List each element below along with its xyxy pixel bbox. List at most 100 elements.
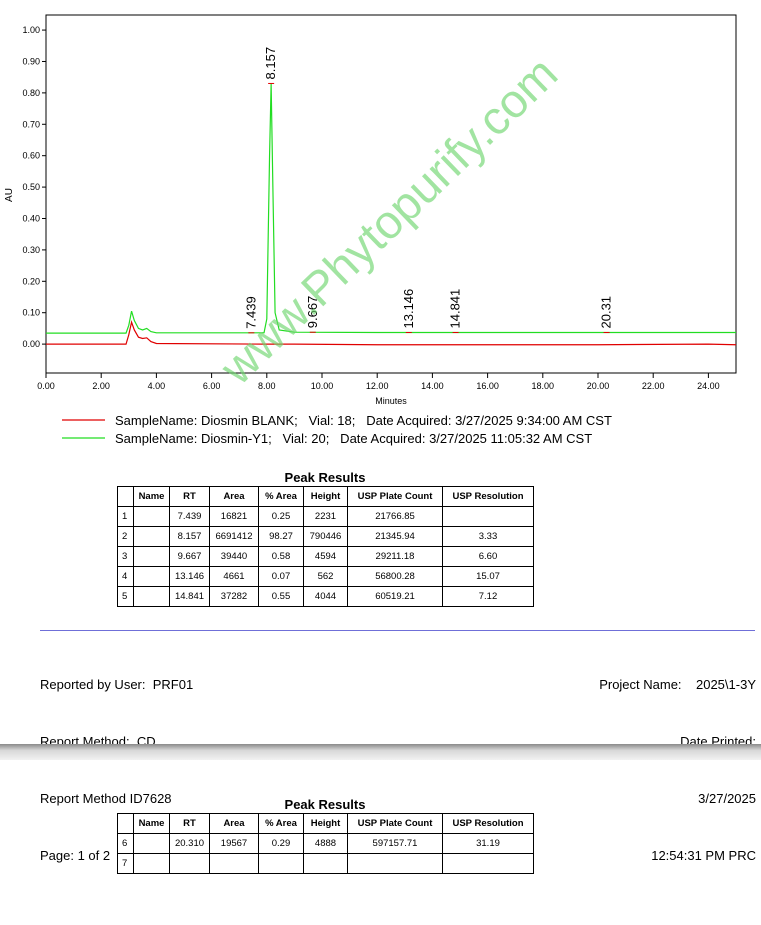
table-cell: 7	[117, 853, 134, 874]
table-cell	[442, 506, 534, 527]
table-row: 2 8.157 6691412 98.27 790446 21345.94 3.33	[117, 526, 534, 547]
x-tick-label: 16.00	[476, 381, 499, 391]
peak-table: Name RT Area% Area Height USP Plate Count USP…	[117, 486, 534, 607]
table-cell: 562	[303, 566, 348, 587]
table-cell: 3	[117, 546, 134, 567]
table-cell: 29211.18	[347, 546, 443, 567]
table-cell: 20.310	[169, 833, 210, 854]
x-tick-label: 18.00	[532, 381, 555, 391]
peak-table: Name RT Area% Area Height USP Plate Count USP…	[117, 813, 534, 874]
table-cell: 14.841	[169, 586, 210, 607]
y-tick-label: 0.10	[22, 308, 40, 318]
table-cell: 5	[117, 586, 134, 607]
footer-right: Project Name: 2025\1-3Y Date Printed: 3/…	[599, 637, 756, 884]
x-tick-label: 8.00	[258, 381, 276, 391]
footer-left: Reported by User: PRF01 Report Method: C…	[40, 637, 193, 884]
table-title: Peak Results	[284, 797, 366, 812]
table-cell: 597157.71	[347, 833, 443, 854]
x-tick-label: 22.00	[642, 381, 665, 391]
table-cell: 0.07	[258, 566, 304, 587]
series-line	[46, 83, 736, 334]
table-cell: 790446	[303, 526, 348, 547]
x-tick-label: 20.00	[587, 381, 610, 391]
table-cell: 2	[117, 526, 134, 547]
x-axis-label: Minutes	[375, 396, 407, 406]
footer-line: 12:54:31 PM PRC	[651, 848, 756, 863]
table-cell: 0.58	[258, 546, 304, 567]
column-header	[117, 813, 134, 834]
y-tick-label: 0.60	[22, 151, 40, 161]
column-header: Height	[303, 486, 348, 507]
table-cell: 0.25	[258, 506, 304, 527]
column-header: USP Plate Count	[347, 486, 443, 507]
y-tick-label: 0.40	[22, 213, 40, 223]
table-cell	[133, 506, 170, 527]
x-tick-label: 14.00	[421, 381, 444, 391]
table-cell: 39440	[209, 546, 259, 567]
table-cell: 9.667	[169, 546, 210, 567]
x-tick-label: 24.00	[697, 381, 720, 391]
table-cell: 4044	[303, 586, 348, 607]
column-header: RT	[169, 486, 210, 507]
y-tick-label: 0.20	[22, 276, 40, 286]
table-cell: 6.60	[442, 546, 534, 567]
y-tick-label: 0.30	[22, 245, 40, 255]
footer-line: 3/27/2025	[698, 791, 756, 806]
table-title: Peak Results	[284, 470, 366, 485]
x-tick-label: 0.00	[37, 381, 55, 391]
table-cell	[347, 853, 443, 874]
table-cell	[133, 546, 170, 567]
peak-label: 9.667	[305, 296, 320, 329]
table-row: 4 13.146 4661 0.07 562 56800.28 15.07	[117, 566, 534, 587]
table-cell: 37282	[209, 586, 259, 607]
table-cell: 16821	[209, 506, 259, 527]
table-cell	[133, 526, 170, 547]
table-cell: 19567	[209, 833, 259, 854]
table-cell: 31.19	[442, 833, 534, 854]
table-cell: 13.146	[169, 566, 210, 587]
table-cell: 4	[117, 566, 134, 587]
x-tick-label: 6.00	[203, 381, 221, 391]
column-header: USP Resolution	[442, 486, 534, 507]
table-cell: 4661	[209, 566, 259, 587]
table-cell	[133, 853, 170, 874]
footer-line: Reported by User: PRF01	[40, 677, 194, 692]
table-row: 1 7.439 16821 0.25 2231 21766.85	[117, 506, 534, 527]
x-tick-label: 10.00	[311, 381, 334, 391]
table-cell: 15.07	[442, 566, 534, 587]
peak-label: 7.439	[243, 296, 258, 329]
column-header: USP Plate Count	[347, 813, 443, 834]
y-tick-label: 0.50	[22, 182, 40, 192]
peak-label: 20.31	[599, 296, 614, 329]
x-tick-label: 4.00	[148, 381, 166, 391]
table-cell	[209, 853, 259, 874]
y-tick-label: 0.90	[22, 56, 40, 66]
column-header: Name	[133, 486, 170, 507]
chart: AU Minutes 0.00 0.10 0.20 0.30 0.40 0.50 0.60 0…	[4, 14, 737, 446]
table-cell	[303, 853, 348, 874]
column-header	[117, 486, 134, 507]
page-break	[0, 744, 761, 760]
header-row: Name RT Area% Area Height USP Plate Count USP…	[117, 486, 534, 507]
divider	[40, 630, 755, 631]
column-header: Name	[133, 813, 170, 834]
table-row: 7	[117, 853, 534, 874]
table-cell	[133, 586, 170, 607]
table-cell: 1	[117, 506, 134, 527]
footer-line: Report Method ID7628	[40, 791, 172, 806]
table-cell: 0.29	[258, 833, 304, 854]
table-cell	[169, 853, 210, 874]
column-header: % Area	[258, 486, 304, 507]
table-cell: 60519.21	[347, 586, 443, 607]
x-tick-label: 2.00	[92, 381, 110, 391]
x-tick-label: 12.00	[366, 381, 389, 391]
table-row: 3 9.667 39440 0.58 4594 29211.18 6.60	[117, 546, 534, 567]
table-cell: 3.33	[442, 526, 534, 547]
table-cell: 0.55	[258, 586, 304, 607]
column-header: Area	[209, 813, 259, 834]
table-cell	[258, 853, 304, 874]
table-cell: 98.27	[258, 526, 304, 547]
legend-label: SampleName: Diosmin-Y1; Vial: 20; Date A…	[115, 431, 592, 446]
legend-label: SampleName: Diosmin BLANK; Vial: 18; Dat…	[115, 413, 612, 428]
